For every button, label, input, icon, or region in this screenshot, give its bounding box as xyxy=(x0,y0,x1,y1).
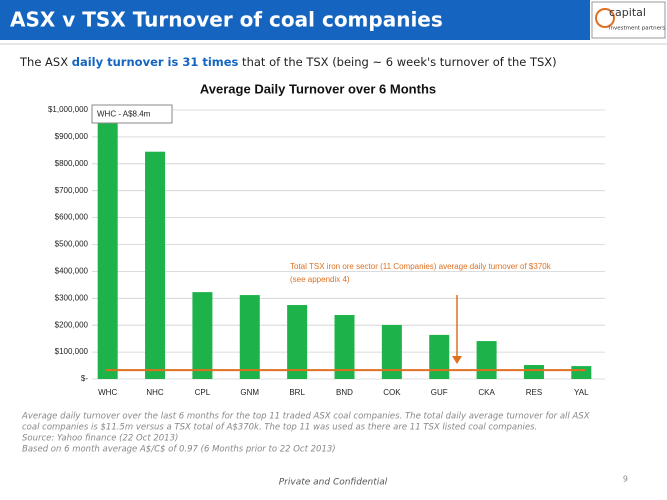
y-tick-label: $800,000 xyxy=(55,159,89,168)
x-tick-label: GUF xyxy=(431,388,448,397)
x-tick-label: COK xyxy=(383,388,401,397)
bar xyxy=(571,366,592,379)
y-tick-label: $900,000 xyxy=(55,132,89,141)
logo-tagline: investment partners xyxy=(609,26,665,32)
subtitle-highlight: daily turnover is 31 times xyxy=(72,55,239,69)
x-tick-label: WHC xyxy=(98,388,117,397)
y-tick-label: $500,000 xyxy=(55,240,89,249)
x-tick-label: CPL xyxy=(195,388,211,397)
bar xyxy=(287,305,308,379)
arrow-head xyxy=(452,356,462,364)
annotation-box xyxy=(91,104,173,124)
x-tick-label: GNM xyxy=(240,388,259,397)
footnote: Based on 6 month average A$/C$ of 0.97 (… xyxy=(22,445,336,455)
y-tick-label: $100,000 xyxy=(55,347,89,356)
x-tick-label: RES xyxy=(526,388,542,397)
bar xyxy=(334,314,355,379)
x-tick-label: CKA xyxy=(478,388,495,397)
bar xyxy=(239,295,260,379)
header-bar xyxy=(0,0,590,40)
footnote: Source: Yahoo finance (22 Oct 2013) xyxy=(22,434,178,444)
y-tick-label: $1,000,000 xyxy=(48,105,89,114)
y-tick-label: $700,000 xyxy=(55,186,89,195)
plot: $- $100,000 $200,000 $300,000 $400,000 $500,0… xyxy=(48,104,605,397)
x-tick-label: BND xyxy=(336,388,353,397)
y-tick-label: $400,000 xyxy=(55,267,89,276)
subtitle-part: The ASX xyxy=(19,55,72,69)
bar xyxy=(145,151,166,379)
y-tick-label: $600,000 xyxy=(55,213,89,222)
page-number: 9 xyxy=(623,475,628,484)
logo-name: capital xyxy=(609,6,646,19)
bar xyxy=(476,341,497,379)
chart-title: Average Daily Turnover over 6 Months xyxy=(200,81,436,96)
bar-annotation: WHC - A$8.4m xyxy=(97,110,151,119)
bar xyxy=(429,334,450,379)
x-tick-label: YAL xyxy=(574,388,589,397)
bar xyxy=(523,365,544,379)
logo-icon xyxy=(595,8,615,28)
subtitle: The ASX daily turnover is 31 times that … xyxy=(19,55,557,69)
x-tick-label: BRL xyxy=(289,388,305,397)
footer: Private and Confidential xyxy=(279,478,388,488)
y-tick-label: $- xyxy=(81,374,88,383)
footnote: Average daily turnover over the last 6 m… xyxy=(21,412,590,422)
slide-title: ASX v TSX Turnover of coal companies xyxy=(10,8,443,32)
logo-box xyxy=(591,1,666,39)
y-tick-label: $300,000 xyxy=(55,293,89,302)
footnote: coal companies is $11.5m versus a TSX to… xyxy=(22,423,537,433)
y-tick-label: $200,000 xyxy=(55,320,89,329)
annotation: (see appendix 4) xyxy=(290,275,350,284)
annotation: Total TSX iron ore sector (11 Companies)… xyxy=(290,262,552,271)
bar xyxy=(97,110,118,380)
bar xyxy=(192,292,213,379)
x-tick-label: NHC xyxy=(146,388,164,397)
bar xyxy=(381,324,402,379)
subtitle-part: that of the TSX (being ~ 6 week's turnov… xyxy=(238,55,556,69)
